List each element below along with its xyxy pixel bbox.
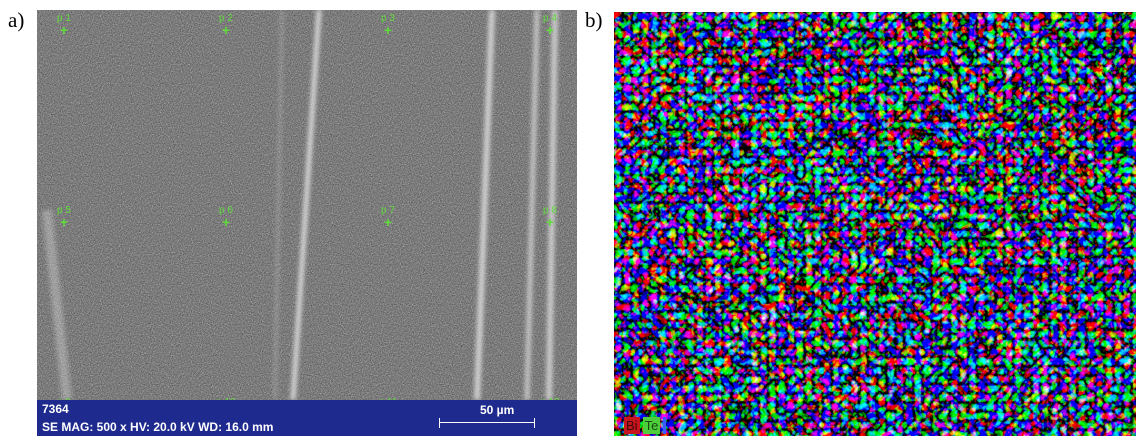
legend-extra-chip: [663, 416, 667, 434]
streak: [273, 10, 284, 401]
marker-p6: p 6 +: [219, 205, 233, 230]
sem-texture: [37, 10, 577, 436]
marker-p4: p 4 +: [543, 13, 557, 38]
acquisition-params: SE MAG: 500 x HV: 20.0 kV WD: 16.0 mm: [42, 420, 274, 434]
marker-p5: p 5 +: [57, 205, 71, 230]
sem-micrograph: p 1 + p 2 + p 3 + p 4 + p 5 + p 6 + p 7 + p 8 + …: [37, 10, 577, 436]
edx-element-map: Bi Te: [614, 12, 1136, 436]
marker-p7: p 7 +: [381, 205, 395, 230]
legend-te: Te: [642, 416, 661, 434]
marker-p3: p 3 +: [381, 13, 395, 38]
streak: [524, 10, 540, 401]
panel-label-a: a): [8, 8, 25, 32]
streak: [42, 209, 72, 401]
sem-info-bar: 7364 SE MAG: 500 x HV: 20.0 kV WD: 16.0 …: [37, 400, 577, 436]
marker-p1: p 1 +: [57, 13, 71, 38]
element-legend: Bi Te: [614, 414, 667, 436]
panel-label-b: b): [585, 8, 603, 32]
marker-p8: p 8 +: [543, 205, 557, 230]
image-id: 7364: [42, 402, 69, 416]
legend-bi: Bi: [624, 416, 640, 434]
streak: [546, 10, 558, 401]
streak: [474, 10, 495, 401]
streak: [290, 10, 322, 401]
scale-bar-label: 50 µm: [480, 403, 515, 417]
element-map-texture: [614, 12, 1136, 436]
scale-bar: [439, 418, 535, 428]
marker-p2: p 2 +: [219, 13, 233, 38]
